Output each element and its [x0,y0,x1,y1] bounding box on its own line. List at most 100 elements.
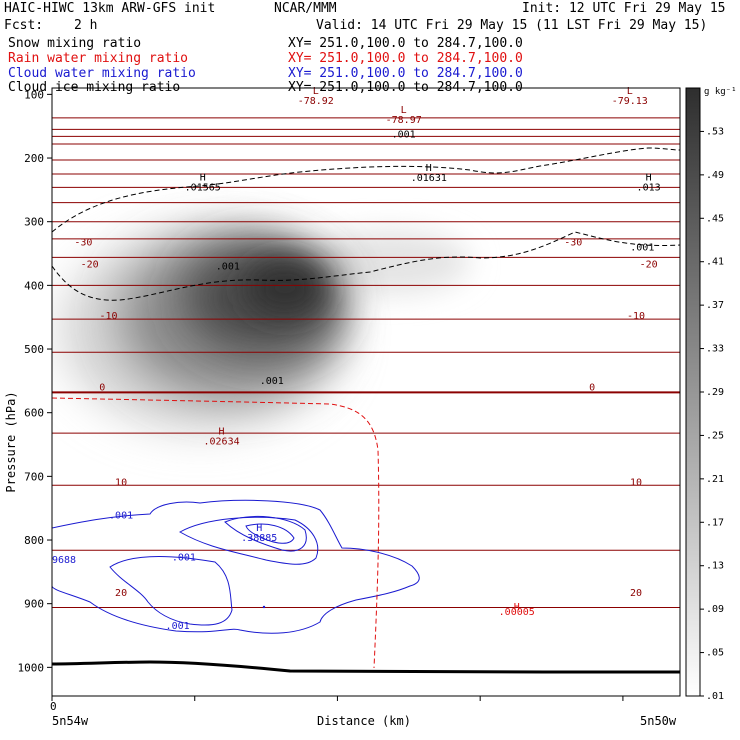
field-xy-cloud-water: XY= 251.0,100.0 to 284.7,100.0 [288,66,523,81]
terrain-surface [52,660,680,674]
ice-contour-lower [52,231,680,301]
colorbar-tick-label: .41 [706,257,724,268]
ice-extremum-marker: H [200,172,206,183]
ice-contour-label: .001 [392,130,416,141]
temperature-extremum-marker: L [401,105,407,116]
temperature-extremum-marker: L [627,86,633,97]
field-name-rain: Rain water mixing ratio [8,51,189,66]
temperature-extremum-value: .02634 [203,437,239,448]
y-tick-label: 400 [24,279,44,292]
isotherm-label: -30 [74,237,92,248]
field-name-cloud-water: Cloud water mixing ratio [8,66,196,81]
model-title: HAIC-HIWC 13km ARW-GFS init [4,1,216,16]
x-left-location: 5n54w [52,714,89,728]
cloud-water-outer [52,499,420,634]
isotherm-label: 20 [115,588,127,599]
cloud-water-mid [109,556,233,626]
colorbar [685,87,701,697]
colorbar-tick-label: .53 [706,126,724,137]
colorbar-tick-label: .21 [706,474,724,485]
cloud-water-contour-label: .001 [166,621,190,632]
y-axis-title: Pressure (hPa) [4,391,18,492]
y-tick-label: 500 [24,343,44,356]
temperature-extremum-marker: L [313,86,319,97]
ice-contour-upper [52,147,680,233]
field-name-snow: Snow mixing ratio [8,36,142,51]
cloud-water-extremum-value: .38885 [241,533,277,544]
isotherm-label: 10 [630,477,642,488]
cloud-water-extremum-marker: H [256,523,262,534]
isotherm-label: -20 [640,260,658,271]
init-time: Init: 12 UTC Fri 29 May 15 [522,1,726,16]
field-xy-snow: XY= 251.0,100.0 to 284.7,100.0 [288,36,523,51]
x-axis [51,696,624,701]
x-right-location: 5n50w [640,714,677,728]
ice-contour-label: .001 [216,261,240,272]
y-tick-label: 800 [24,534,44,547]
colorbar-tick-label: .13 [706,561,724,572]
x-zero-label: 0 [50,700,57,713]
y-tick-label: 300 [24,216,44,229]
plot-frame [51,87,681,697]
forecast-hours: 2 h [74,18,98,33]
forecast-label: Fcst: [4,18,44,33]
isotherm-label: -10 [627,311,645,322]
cloud-water-contour-label: .001 [109,510,133,521]
ice-extremum-value: .013 [637,182,661,193]
temperature-extremum-value: -78.97 [386,115,422,126]
ice-extremum-value: .01565 [185,182,221,193]
temperature-extremum-value: -78.92 [298,96,334,107]
field-xy-rain: XY= 251.0,100.0 to 284.7,100.0 [288,51,523,66]
colorbar-tick-label: .29 [706,387,724,398]
cloud-water-dot [262,605,266,609]
ice-extremum-marker: H [426,163,432,174]
temperature-isotherms [52,88,680,609]
valid-time: Valid: 14 UTC Fri 29 May 15 (11 LST Fri … [316,18,708,33]
colorbar-tick-label: .49 [706,170,724,181]
temperature-extremum-value: -79.13 [612,96,648,107]
cloud-ice-contours [52,147,680,301]
y-axis: 100 200 300 400 500 600 700 800 900 1000 [18,88,52,674]
y-tick-label: 900 [24,598,44,611]
colorbar-tick-label: .05 [706,648,724,659]
y-tick-label: 700 [24,470,44,483]
rain-extremum-value: .00005 [499,607,535,618]
y-tick-label: 100 [24,88,44,101]
rain-extremum-marker: H [514,602,520,613]
y-tick-label: 200 [24,152,44,165]
isotherm-label: -10 [99,311,117,322]
snow-contour-label: .001 [630,242,654,253]
isotherm-label: 0 [589,382,595,393]
ice-extremum-value: .01631 [411,173,447,184]
mixing-ratio-shading [60,230,470,430]
colorbar-ticks: .53 .49 .45 .41 .37 .33 .29 .25 .21 .17 .13 .09 .05.… [700,126,724,702]
cloud-water-contour-label: .001 [172,552,196,563]
cloud-water-inner-3 [245,523,295,544]
isotherm-label: -30 [564,237,582,248]
isotherm-label: 0 [99,382,105,393]
colorbar-tick-label: .37 [706,300,724,311]
cloud-water-contours [52,499,420,634]
ice-extremum-marker: H [646,172,652,183]
cloud-water-inner-2 [224,515,307,552]
x-axis-title: Distance (km) [317,714,411,728]
isotherm-label: 20 [630,588,642,599]
org-label: NCAR/MMM [274,1,337,16]
colorbar-tick-label: .25 [706,430,724,441]
y-tick-label: 600 [24,407,44,420]
cloud-water-edge-value: 9688 [52,555,76,566]
colorbar-tick-label: .01 [706,691,724,702]
colorbar-tick-label: .09 [706,604,724,615]
colorbar-tick-label: .45 [706,213,724,224]
colorbar-tick-label: .17 [706,517,724,528]
isotherm-label: -20 [81,260,99,271]
colorbar-tick-label: .33 [706,344,724,355]
y-tick-label: 1000 [18,661,45,674]
isotherm-label: 10 [115,477,127,488]
temperature-extremum-marker: H [219,427,225,438]
snow-contour-label: .001 [260,376,284,387]
colorbar-unit: g kg⁻¹ [704,87,737,97]
rain-water-contour [52,397,380,669]
